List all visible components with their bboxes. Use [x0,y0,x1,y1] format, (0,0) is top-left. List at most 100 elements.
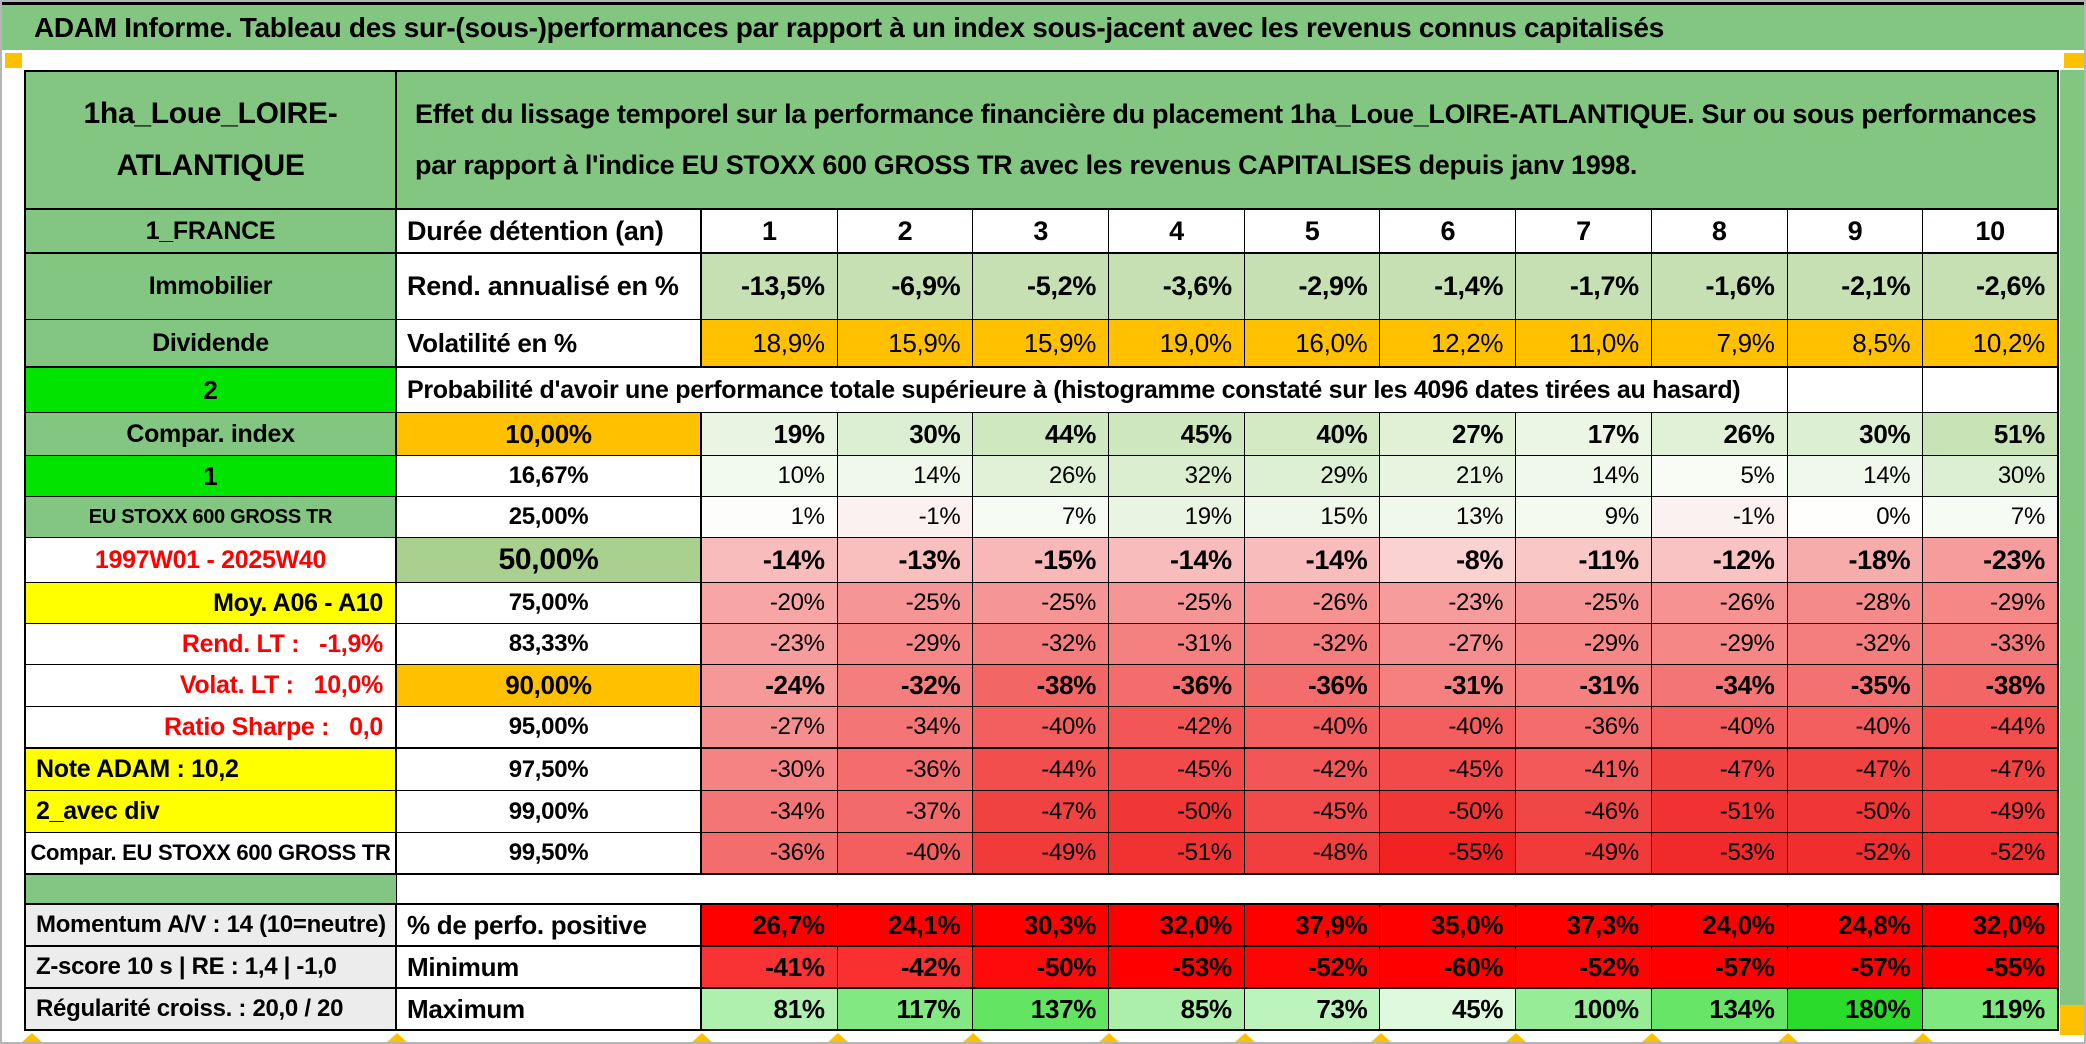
value-cell[interactable]: 32,0% [1923,905,2059,947]
value-cell[interactable]: -52% [1787,833,1924,875]
value-cell[interactable]: -23% [1923,538,2059,583]
value-cell[interactable]: 30% [1923,456,2059,497]
empty-cell[interactable] [1787,368,1924,413]
value-cell[interactable]: -30% [702,749,838,791]
value-cell[interactable]: -34% [837,707,974,749]
value-cell[interactable]: -29% [1516,624,1652,665]
value-cell[interactable]: 35,0% [1380,905,1517,947]
metric-cell[interactable]: 99,50% [397,833,702,875]
row-label-cell[interactable]: Volat. LT : 10,0% [24,665,397,707]
metric-cell[interactable]: Volatilité en % [397,320,702,368]
value-cell[interactable]: -23% [1380,583,1517,624]
value-cell[interactable]: -42% [837,947,974,989]
value-cell[interactable]: -46% [1516,791,1652,833]
value-cell[interactable]: 19% [1109,497,1245,538]
value-cell[interactable]: -45% [1109,749,1245,791]
value-cell[interactable]: -11% [1516,538,1652,583]
value-cell[interactable]: -32% [1244,624,1381,665]
value-cell[interactable]: -13% [837,538,974,583]
value-cell[interactable]: -13,5% [702,254,838,320]
value-cell[interactable]: -20% [702,583,838,624]
value-cell[interactable]: -14% [702,538,838,583]
value-cell[interactable]: -2,9% [1244,254,1381,320]
value-cell[interactable]: -52% [1244,947,1381,989]
value-cell[interactable]: 117% [837,989,974,1031]
value-cell[interactable]: -1% [1651,497,1788,538]
value-cell[interactable]: -38% [973,665,1110,707]
value-cell[interactable]: -45% [1244,791,1381,833]
metric-cell[interactable]: 90,00% [397,665,702,707]
metric-cell[interactable]: 10,00% [397,413,702,456]
value-cell[interactable]: 11,0% [1516,320,1652,368]
value-cell[interactable]: -55% [1923,947,2059,989]
value-cell[interactable]: 51% [1923,413,2059,456]
value-cell[interactable]: -57% [1651,947,1788,989]
value-cell[interactable]: -47% [1923,749,2059,791]
value-cell[interactable]: -31% [1380,665,1517,707]
value-cell[interactable]: -29% [1651,624,1788,665]
value-cell[interactable]: 119% [1923,989,2059,1031]
row-label-cell[interactable]: Compar. index [24,413,397,456]
value-cell[interactable]: -48% [1244,833,1381,875]
value-cell[interactable]: 15% [1244,497,1381,538]
value-cell[interactable]: -42% [1244,749,1381,791]
value-cell[interactable]: -32% [837,665,974,707]
value-cell[interactable]: 24,8% [1787,905,1924,947]
value-cell[interactable]: -36% [702,833,838,875]
value-cell[interactable]: 14% [1787,456,1924,497]
value-cell[interactable]: -40% [1651,707,1788,749]
value-cell[interactable]: 40% [1244,413,1381,456]
metric-cell[interactable]: 16,67% [397,456,702,497]
value-cell[interactable]: -41% [702,947,838,989]
separator-label-cell[interactable] [24,875,397,905]
value-cell[interactable]: -14% [1109,538,1245,583]
value-cell[interactable]: -53% [1651,833,1788,875]
value-cell[interactable]: 8 [1651,210,1788,254]
empty-cell[interactable] [1923,368,2059,413]
value-cell[interactable]: 1 [702,210,838,254]
row-label-cell[interactable]: 1 [24,456,397,497]
value-cell[interactable]: -40% [1787,707,1924,749]
value-cell[interactable]: 100% [1516,989,1652,1031]
value-cell[interactable]: -5,2% [973,254,1110,320]
value-cell[interactable]: 10 [1923,210,2059,254]
row-label-cell[interactable]: Moy. A06 - A10 [24,583,397,624]
value-cell[interactable]: 26,7% [702,905,838,947]
row-label-cell[interactable]: Ratio Sharpe : 0,0 [24,707,397,749]
value-cell[interactable]: 32% [1109,456,1245,497]
metric-cell[interactable]: 99,00% [397,791,702,833]
metric-cell[interactable]: 95,00% [397,707,702,749]
value-cell[interactable]: -40% [1380,707,1517,749]
row-label-cell[interactable]: Rend. LT : -1,9% [24,624,397,665]
value-cell[interactable]: -35% [1787,665,1924,707]
value-cell[interactable]: -55% [1380,833,1517,875]
value-cell[interactable]: 29% [1244,456,1381,497]
value-cell[interactable]: 21% [1380,456,1517,497]
row-label-cell[interactable]: 1_FRANCE [24,210,397,254]
metric-cell[interactable]: 50,00% [397,538,702,583]
value-cell[interactable]: -1,7% [1516,254,1652,320]
value-cell[interactable]: 26% [973,456,1110,497]
value-cell[interactable]: -32% [1787,624,1924,665]
value-cell[interactable]: -25% [973,583,1110,624]
value-cell[interactable]: 10,2% [1923,320,2059,368]
value-cell[interactable]: -25% [1109,583,1245,624]
metric-cell[interactable]: % de perfo. positive [397,905,702,947]
metric-cell[interactable]: Rend. annualisé en % [397,254,702,320]
value-cell[interactable]: 24,0% [1651,905,1788,947]
metric-cell[interactable]: Minimum [397,947,702,989]
value-cell[interactable]: -27% [1380,624,1517,665]
value-cell[interactable]: -29% [1923,583,2059,624]
value-cell[interactable]: 8,5% [1787,320,1924,368]
value-cell[interactable]: -41% [1516,749,1652,791]
row-label-cell[interactable]: EU STOXX 600 GROSS TR [24,497,397,538]
value-cell[interactable]: 14% [1516,456,1652,497]
value-cell[interactable]: 5 [1244,210,1381,254]
value-cell[interactable]: -50% [1109,791,1245,833]
value-cell[interactable]: 13% [1380,497,1517,538]
value-cell[interactable]: -25% [837,583,974,624]
value-cell[interactable]: 2 [837,210,974,254]
value-cell[interactable]: -50% [973,947,1110,989]
value-cell[interactable]: -34% [702,791,838,833]
row-label-cell[interactable]: Note ADAM : 10,2 [24,749,397,791]
